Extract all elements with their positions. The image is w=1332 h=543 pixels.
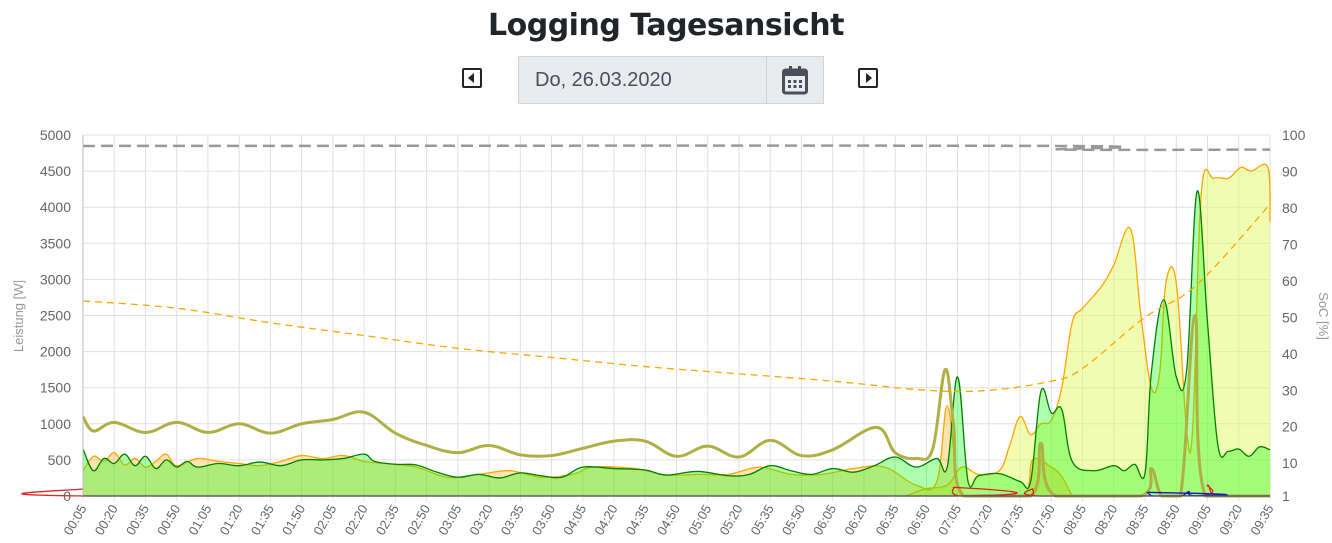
x-tick-label: 02:50 [404, 502, 433, 538]
x-tick-label: 03:35 [498, 502, 527, 538]
series-2-area [83, 190, 1270, 496]
x-tick-label: 00:05 [60, 502, 89, 538]
left-axis-title: Leistung [W] [11, 280, 26, 352]
series-1-area [83, 405, 1073, 496]
series-1-line [82, 405, 1073, 497]
left-tick-label: 3500 [40, 235, 71, 251]
next-day-button[interactable] [858, 68, 878, 88]
x-tick-label: 01:05 [185, 502, 214, 538]
x-tick-label: 01:50 [279, 502, 308, 538]
x-tick-label: 05:50 [779, 502, 808, 538]
x-tick-label: 03:05 [435, 502, 464, 538]
series-7-line [82, 144, 1271, 152]
x-tick-label: 00:35 [123, 502, 152, 538]
series-2-line [82, 190, 1271, 490]
right-tick-label: 40 [1282, 346, 1298, 362]
x-tick-label: 06:20 [841, 502, 870, 538]
x-tick-label: 08:35 [1122, 502, 1151, 538]
left-tick-label: 3000 [40, 271, 71, 287]
x-tick-label: 03:20 [466, 502, 495, 538]
page-title: Logging Tagesansicht [488, 8, 844, 43]
x-tick-label: 07:20 [966, 502, 995, 538]
caret-left-icon [468, 73, 474, 83]
right-tick-label: 90 [1282, 163, 1298, 179]
calendar-icon [782, 66, 808, 95]
right-tick-label: 20 [1282, 419, 1298, 435]
right-tick-label: 60 [1282, 273, 1298, 289]
caret-right-icon [866, 73, 872, 83]
right-tick-label: 1 [1282, 488, 1290, 504]
right-axis-title: SoC [%] [1316, 292, 1331, 340]
left-tick-label: 0 [63, 488, 71, 504]
x-tick-label: 05:05 [685, 502, 714, 538]
x-tick-label: 04:35 [623, 502, 652, 538]
left-tick-label: 1500 [40, 380, 71, 396]
x-tick-label: 02:20 [341, 502, 370, 538]
x-tick-label: 07:05 [935, 502, 964, 538]
date-input[interactable]: Do, 26.03.2020 [535, 69, 672, 91]
right-tick-label: 10 [1282, 455, 1298, 471]
x-tick-label: 06:35 [872, 502, 901, 538]
left-tick-label: 1000 [40, 416, 71, 432]
x-tick-label: 05:35 [748, 502, 777, 538]
left-tick-label: 4000 [40, 199, 71, 215]
x-tick-label: 09:05 [1185, 502, 1214, 538]
series-0-area [905, 164, 1271, 496]
calendar-button[interactable] [766, 57, 823, 103]
x-tick-label: 02:05 [310, 502, 339, 538]
x-tick-label: 00:20 [92, 502, 121, 538]
series-5-line [83, 491, 1270, 497]
x-tick-label: 04:20 [591, 502, 620, 538]
x-tick-label: 07:35 [997, 502, 1026, 538]
x-tick-label: 02:35 [373, 502, 402, 538]
x-tick-label: 04:05 [560, 502, 589, 538]
right-tick-label: 70 [1282, 236, 1298, 252]
series-0-line [905, 163, 1271, 497]
series-6-line [82, 203, 1271, 393]
left-tick-label: 500 [48, 452, 72, 468]
x-tick-label: 04:50 [654, 502, 683, 538]
right-tick-label: 100 [1282, 127, 1306, 143]
series-3-line [81, 313, 1270, 498]
right-tick-label: 50 [1282, 309, 1298, 325]
previous-day-button[interactable] [462, 68, 482, 88]
x-tick-label: 06:50 [904, 502, 933, 538]
left-tick-label: 2000 [40, 344, 71, 360]
series-4-line [21, 484, 1270, 497]
x-tick-label: 03:50 [529, 502, 558, 538]
x-tick-label: 00:50 [154, 502, 183, 538]
x-tick-label: 08:05 [1060, 502, 1089, 538]
left-tick-label: 4500 [40, 163, 71, 179]
x-tick-label: 01:20 [217, 502, 246, 538]
x-tick-label: 06:05 [810, 502, 839, 538]
x-tick-label: 08:20 [1091, 502, 1120, 538]
left-tick-label: 2500 [40, 308, 71, 324]
x-tick-label: 05:20 [716, 502, 745, 538]
date-picker[interactable]: Do, 26.03.2020 [518, 56, 824, 104]
left-tick-label: 5000 [40, 127, 71, 143]
x-tick-label: 09:35 [1247, 502, 1276, 538]
x-tick-label: 09:20 [1216, 502, 1245, 538]
right-tick-label: 80 [1282, 200, 1298, 216]
x-tick-label: 07:50 [1029, 502, 1058, 538]
x-tick-label: 08:50 [1154, 502, 1183, 538]
right-tick-label: 30 [1282, 382, 1298, 398]
x-tick-label: 01:35 [248, 502, 277, 538]
